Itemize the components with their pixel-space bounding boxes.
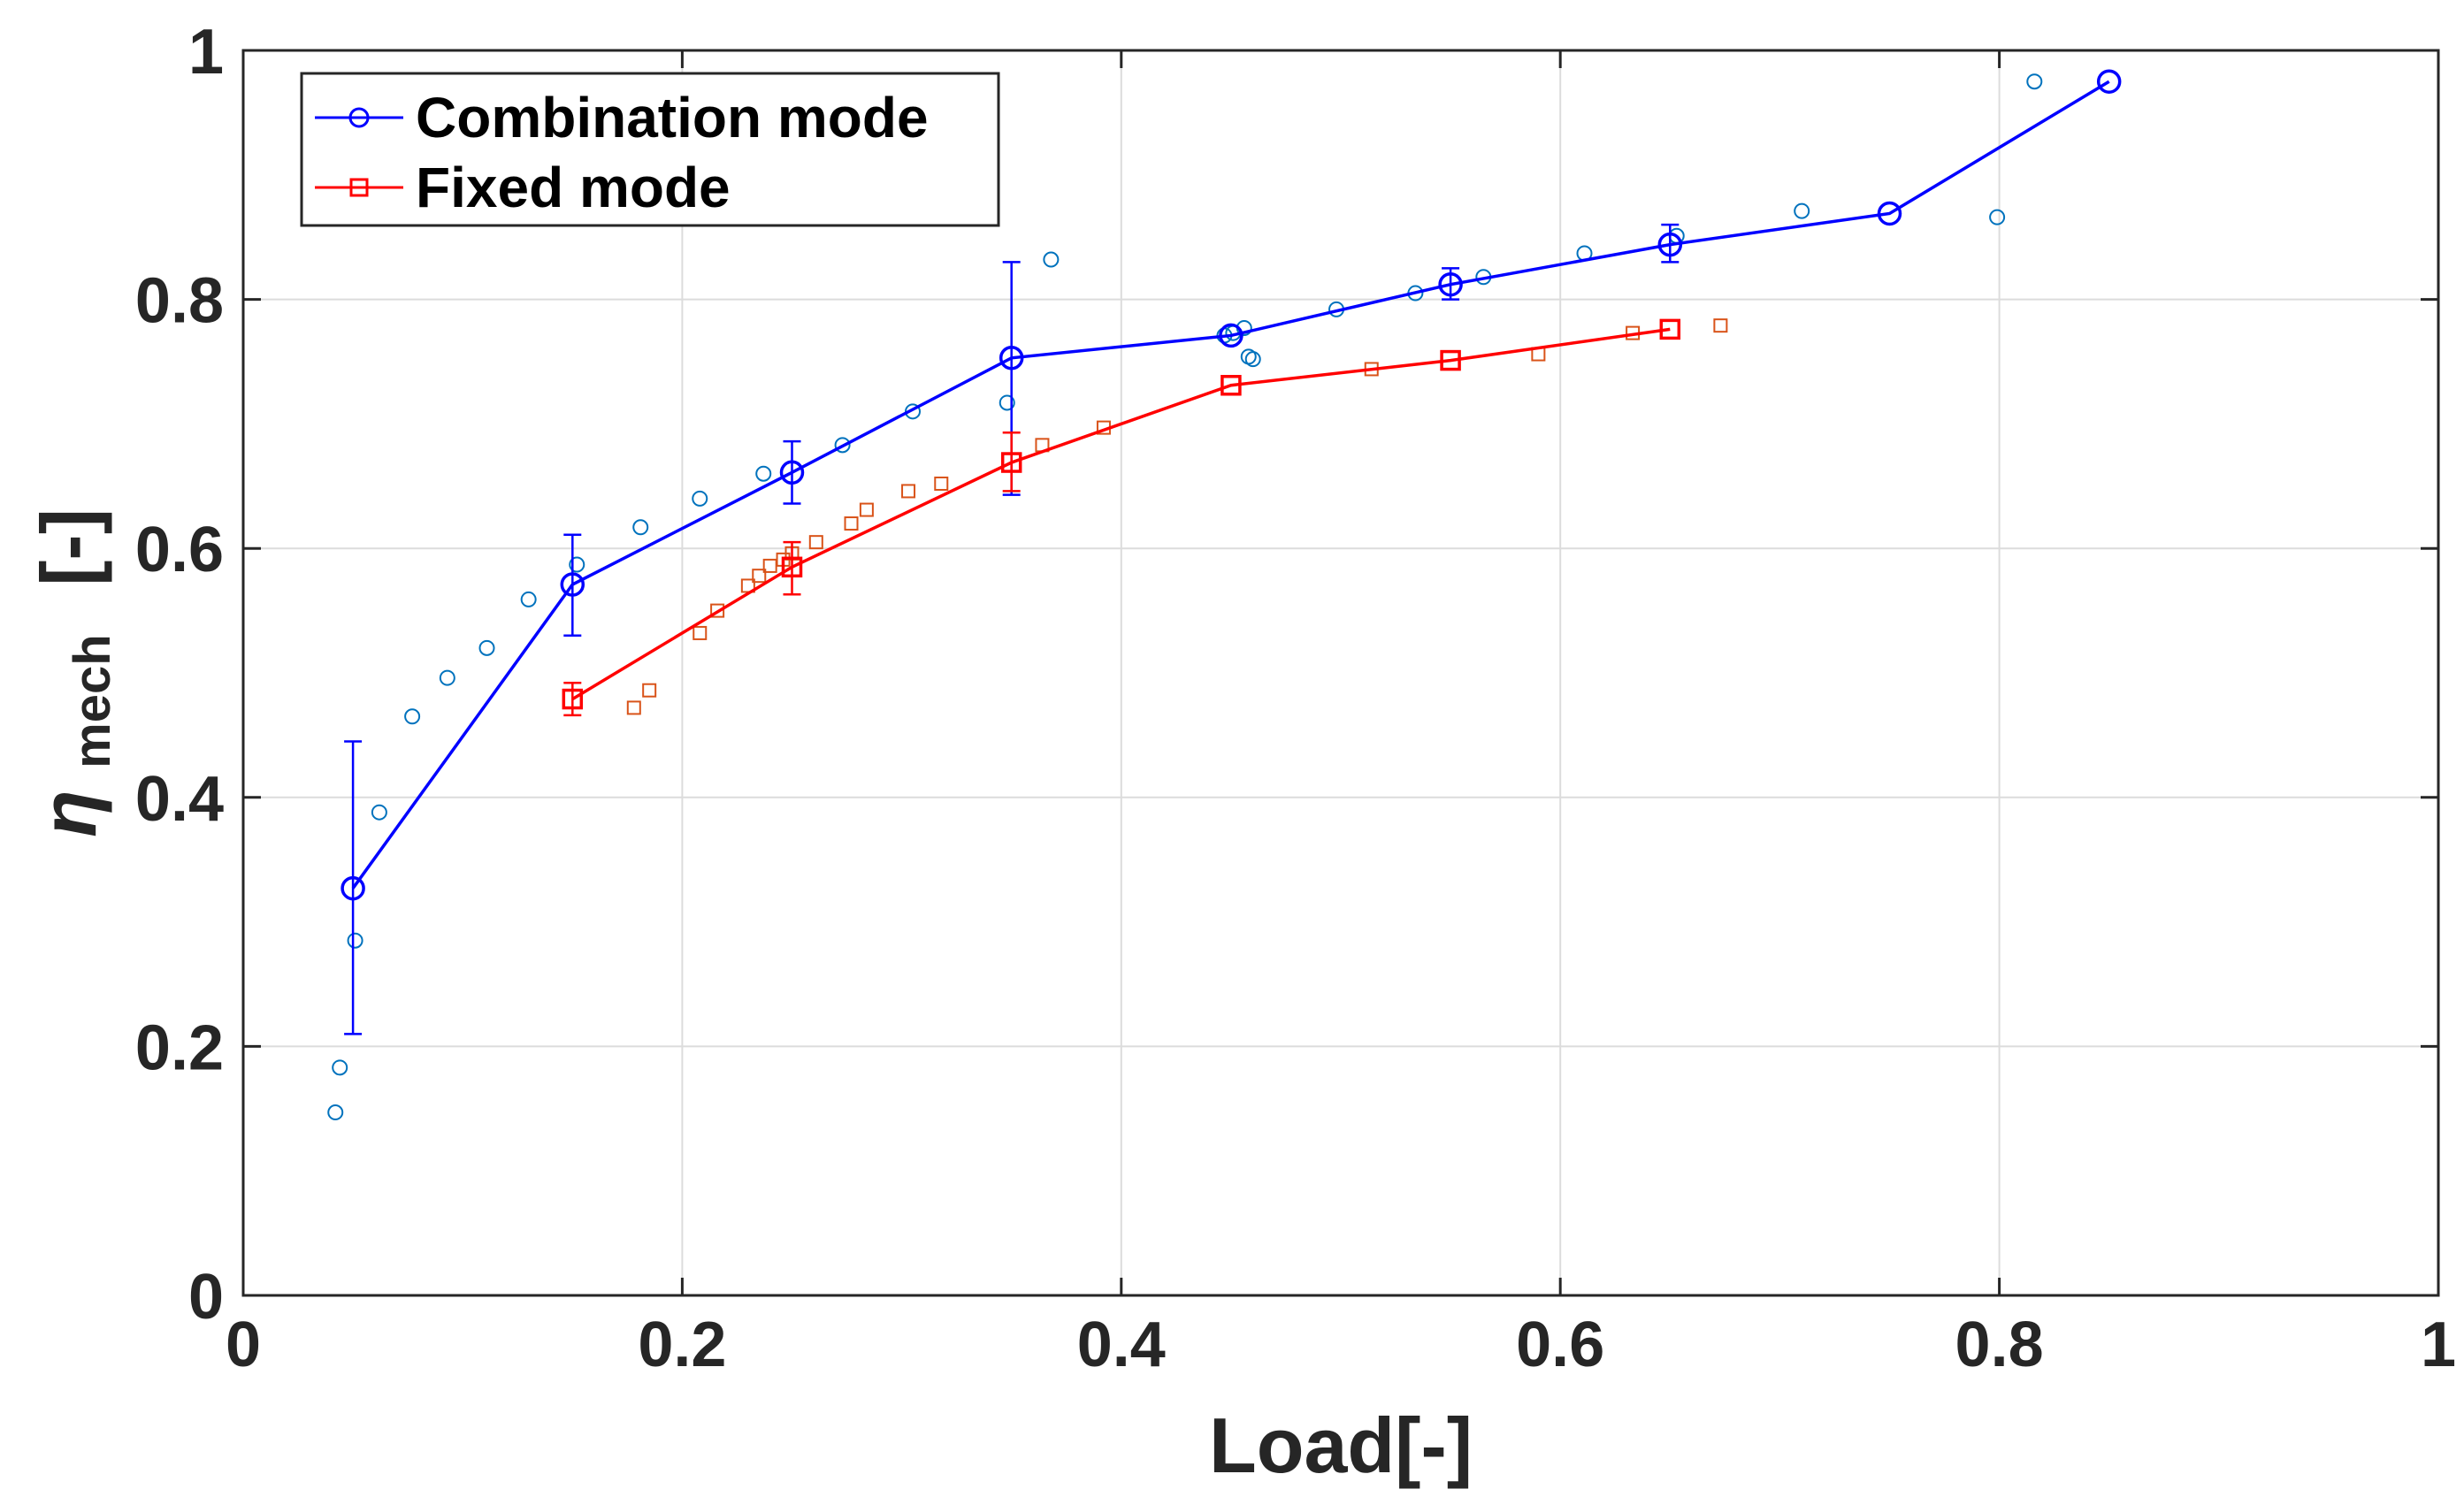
scatter-point — [1244, 351, 1261, 368]
fixed-mode-point — [562, 688, 584, 710]
y-axis-symbol: η — [25, 790, 112, 837]
series-layer — [327, 69, 2122, 1121]
y-axis-unit: [-] — [25, 508, 112, 586]
x-tick-label: 0.2 — [638, 1310, 726, 1380]
y-tick-label: 0.8 — [135, 266, 224, 337]
legend: Combination mode Fixed mode — [300, 72, 1000, 227]
y-axis-title: η mech [-] — [25, 508, 126, 837]
plot-frame — [241, 49, 2440, 1297]
scatter-point — [404, 708, 421, 725]
scatter-point — [692, 490, 708, 507]
scatter-point — [642, 683, 657, 698]
scatter-point — [752, 569, 767, 584]
grid-lines — [243, 50, 2438, 1295]
fixed-mode-point — [1000, 452, 1022, 473]
scatter-point — [347, 932, 363, 949]
scatter-point — [371, 804, 387, 821]
scatter-point — [1989, 209, 2006, 225]
scatter-point — [999, 394, 1015, 411]
scatter-point — [934, 476, 949, 491]
x-tick-label: 0.8 — [1955, 1310, 2044, 1380]
scatter-point — [626, 700, 641, 715]
fixed-mode-point — [781, 556, 803, 578]
combination-mode-point — [1438, 271, 1463, 297]
scatter-point — [569, 556, 585, 573]
legend-combination-label: Combination mode — [416, 86, 929, 149]
y-tick-label: 0 — [188, 1262, 224, 1333]
scatter-point — [859, 502, 874, 517]
scatter-point — [327, 1104, 344, 1121]
y-tick-label: 1 — [188, 17, 224, 88]
scatter-point — [808, 535, 823, 550]
scatter-point — [332, 1059, 348, 1076]
scatter-point — [844, 516, 859, 531]
combination-mode-point — [2096, 69, 2122, 94]
scatter-point — [1043, 251, 1060, 268]
scatter-point — [834, 437, 851, 454]
scatter-point — [693, 625, 708, 640]
combination-mode-point — [1877, 201, 1902, 226]
fixed-mode-line — [571, 327, 1671, 701]
legend-box — [300, 72, 1000, 227]
scatter-point — [1713, 318, 1728, 333]
x-tick-label: 0.6 — [1516, 1310, 1604, 1380]
combination-mode-point — [1219, 323, 1243, 348]
y-tick-label: 0.4 — [135, 764, 224, 835]
legend-fixed-marker — [349, 178, 369, 197]
x-axis-title: Load[-] — [1209, 1402, 1473, 1489]
combination-mode-point — [341, 875, 365, 901]
scatter-point — [632, 519, 649, 536]
legend-fixed-label: Fixed mode — [416, 156, 731, 219]
legend-combination-marker — [348, 107, 370, 128]
scatter-point — [439, 669, 455, 686]
svg-text:η mech [-]: η mech [-] — [25, 508, 126, 837]
plot-area — [243, 50, 2438, 1295]
scatter-point — [755, 465, 772, 482]
fixed-mode-point — [1659, 318, 1681, 340]
x-tick-label: 0.4 — [1077, 1310, 1166, 1380]
combination-mode-line — [351, 80, 2110, 890]
y-tick-label: 0.2 — [135, 1012, 224, 1083]
scatter-point — [2026, 73, 2043, 90]
fixed-mode-point — [1221, 375, 1242, 396]
y-tick-label: 0.6 — [135, 515, 224, 585]
x-tick-label: 0 — [226, 1310, 261, 1380]
tick-layer: 0 0.2 0.4 0.6 0.8 1 0 0.2 0.4 0.6 0.8 1 — [135, 17, 2456, 1380]
scatter-point — [478, 639, 495, 656]
combination-mode-point — [1657, 232, 1683, 257]
scatter-point — [710, 603, 725, 618]
scatter-point — [520, 591, 537, 607]
fixed-mode-point — [1440, 349, 1461, 371]
x-tick-label: 1 — [2421, 1310, 2456, 1380]
scatter-point — [1794, 202, 1810, 219]
scatter-point — [901, 484, 916, 499]
combination-mode-point — [999, 346, 1024, 370]
combination-mode-point — [779, 460, 805, 485]
y-axis-subscript: mech — [64, 634, 121, 768]
combination-mode-point — [560, 572, 585, 597]
